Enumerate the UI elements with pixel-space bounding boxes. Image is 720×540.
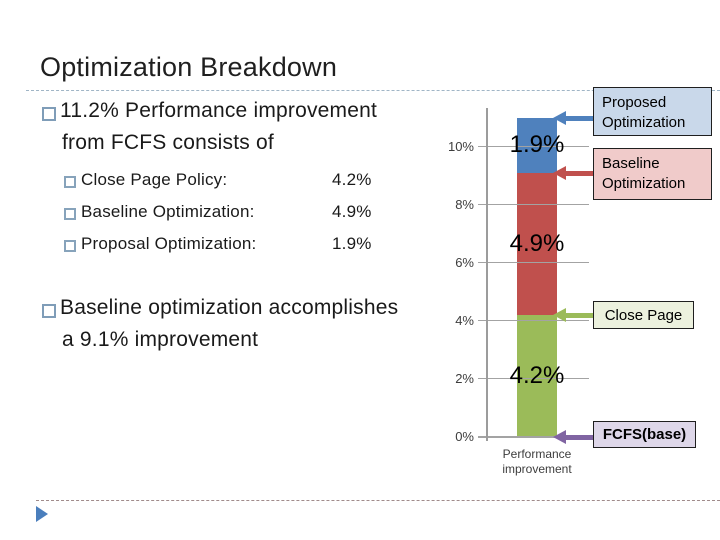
callout-arrow-shaft [565, 435, 593, 440]
y-axis-line [486, 108, 488, 441]
sub-item-value: 1.9% [332, 234, 372, 253]
page-title: Optimization Breakdown [40, 52, 338, 82]
callout-fcfs-base: FCFS(base) [593, 421, 696, 448]
slide-footer-arrow-icon [36, 506, 48, 522]
y-tick-label: 0% [455, 429, 474, 444]
title-divider-dashed-line [26, 90, 720, 91]
y-tick-label: 2% [455, 370, 474, 386]
x-axis-label: Performance improvement [502, 447, 572, 476]
sub-item-label: Close Page Policy: [81, 170, 228, 189]
callout-arrow-shaft [565, 115, 593, 121]
callout-arrow-shaft [565, 313, 593, 319]
gridline [478, 203, 589, 206]
callout-arrow-head-icon [553, 308, 566, 323]
callout-arrow-head-icon [553, 165, 566, 180]
y-tick-label: 10% [447, 138, 474, 154]
bullet-square-icon [64, 208, 76, 220]
bar-segment-value-label: 4.2% [509, 362, 565, 390]
sub-item-value: 4.9% [332, 202, 372, 221]
bullet-square-icon [42, 107, 56, 121]
bullet-square-icon [64, 240, 76, 252]
bullet1-line2: from FCFS consists of [62, 131, 274, 154]
bar-segment-proposed-optimization [517, 117, 557, 173]
gridline [478, 377, 589, 380]
callout-close-page: Close Page [593, 301, 694, 329]
sub-item-label: Baseline Optimization: [81, 202, 255, 221]
bar-segment-value-label: 1.9% [509, 131, 565, 159]
callout-arrow-shaft [565, 170, 593, 176]
bar-segment-value-label: 4.9% [509, 230, 565, 258]
callout-baseline-optimization: Baseline Optimization [593, 148, 712, 200]
callout-proposed-optimization: Proposed Optimization [593, 87, 712, 136]
bar-segment-close-page [517, 315, 557, 437]
gridline [478, 319, 589, 322]
bar-segment-baseline-optimization [517, 172, 557, 316]
gridline [478, 436, 589, 438]
sub-item-value: 4.2% [332, 170, 372, 189]
sub-item-label: Proposal Optimization: [81, 234, 257, 253]
y-tick-label: 8% [455, 196, 474, 212]
bullet2-line1: Baseline optimization accomplishes [60, 296, 399, 319]
y-tick-label: 4% [455, 312, 474, 328]
bullet1-line1: 11.2% Performance improvement [60, 99, 378, 122]
bullet2-line2: a 9.1% improvement [62, 328, 259, 351]
bullet-square-icon [42, 304, 56, 318]
bullet-square-icon [64, 176, 76, 188]
footer-dashed-line [36, 500, 720, 501]
callout-arrow-head-icon [553, 430, 566, 444]
gridline [478, 145, 589, 148]
y-tick-label: 6% [455, 254, 474, 270]
gridline [478, 261, 589, 264]
callout-arrow-head-icon [553, 110, 566, 125]
